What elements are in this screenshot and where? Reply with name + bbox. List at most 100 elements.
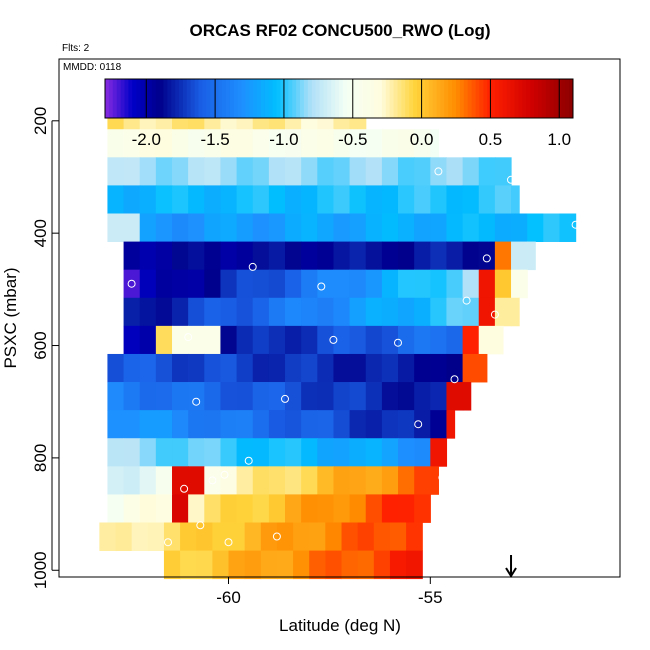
heatmap-cell [204,129,222,158]
heatmap-cell [301,325,318,355]
heatmap-cell [317,185,335,214]
heatmap-cell [220,185,238,214]
heatmap-cell [163,550,181,580]
heatmap-cell [511,213,528,242]
heatmap-cell [414,410,431,439]
heatmap-cell [236,494,254,523]
heatmap-cell [381,353,399,383]
heatmap-cell [188,325,205,355]
observation-point [438,473,447,482]
colorbar-swatch [112,79,118,118]
heatmap-cell [301,241,318,271]
heatmap-cell [107,129,125,158]
colorbar-tick-label: -1.5 [200,130,229,149]
heatmap-cell [204,269,222,299]
observation-point [394,338,402,347]
x-tick-label: -60 [216,588,241,607]
heatmap-cell [317,213,335,242]
heatmap-cell [349,494,367,523]
chart-title: ORCAS RF02 CONCU500_RWO (Log) [190,21,491,40]
heatmap-cell [333,325,351,355]
heatmap-cell [139,438,157,467]
colorbar-swatch [225,79,231,118]
heatmap-cell [172,269,189,299]
heatmap-cell [252,325,270,355]
colorbar-swatch [175,79,180,118]
heatmap-cell [252,410,270,439]
heatmap-cell [381,438,399,467]
heatmap-cell [462,213,480,242]
x-axis-label: Latitude (deg N) [279,616,401,635]
heatmap-cell [478,157,496,186]
colorbar-tick-label: -2.0 [132,130,161,149]
heatmap-cell [478,297,496,327]
heatmap-cell [406,550,423,580]
plot-frame [58,58,621,578]
heatmap-cell [398,353,415,383]
heatmap-cell [414,494,431,523]
heatmap-cell [147,522,165,551]
colorbar-swatch [233,79,239,118]
colorbar-swatch [409,79,414,118]
colorbar-swatch [537,79,543,118]
heatmap-cell [252,157,270,186]
heatmap-cell [123,410,141,439]
observation-point [184,333,193,342]
heatmap-cell [325,550,343,580]
heatmap-cell [212,550,230,580]
heatmap-cell [478,269,496,299]
heatmap-cell [349,241,367,271]
heatmap-cell [123,297,141,327]
colorbar-swatch [549,79,554,118]
colorbar-swatch [526,79,531,118]
heatmap-cell [220,438,238,467]
colorbar-swatch [183,79,188,118]
heatmap-cell [123,325,141,355]
heatmap-cell [180,550,197,580]
heatmap-cell [398,466,415,495]
heatmap-cell [381,410,399,439]
heatmap-cell [478,185,496,214]
heatmap-cell [333,157,351,186]
heatmap-cell [204,410,222,439]
colorbar-swatch [151,79,157,118]
heatmap-cell [446,213,464,242]
colorbar-swatch [491,79,496,118]
heatmap-cell [107,438,125,467]
heatmap-cell [398,410,415,439]
colorbar-swatch [378,79,383,118]
heatmap-cell [268,269,286,299]
heatmap-cell [139,353,157,383]
heatmap-cell [285,157,302,186]
colorbar-swatch [202,79,207,118]
heatmap-cell [107,410,125,439]
heatmap-cell [155,325,173,355]
heatmap-cell [494,297,512,327]
heatmap-cell [430,129,439,158]
heatmap-cell [172,410,189,439]
colorbar-swatch [163,79,168,118]
heatmap-cell [172,185,189,214]
colorbar-swatch [268,79,274,118]
heatmap-cell [446,157,464,186]
heatmap-cell [414,129,431,158]
heatmap-cell [398,241,415,271]
heatmap-cell [301,410,318,439]
heatmap-cell [172,213,189,242]
heatmap-cell [381,241,399,271]
colorbar-swatch [475,79,480,118]
colorbar-swatch [495,79,500,118]
colorbar-swatch [463,79,469,118]
heatmap-cell [220,382,238,411]
heatmap-cell [398,297,415,327]
heatmap-cell [268,410,286,439]
heatmap-cell [301,269,318,299]
heatmap-cell [381,185,399,214]
colorbar-swatch [280,79,285,118]
observation-point [224,538,233,547]
colorbar-swatch [245,79,250,118]
heatmap-cell [494,325,504,355]
heatmap-cell [285,382,302,411]
colorbar-swatch [241,79,246,118]
